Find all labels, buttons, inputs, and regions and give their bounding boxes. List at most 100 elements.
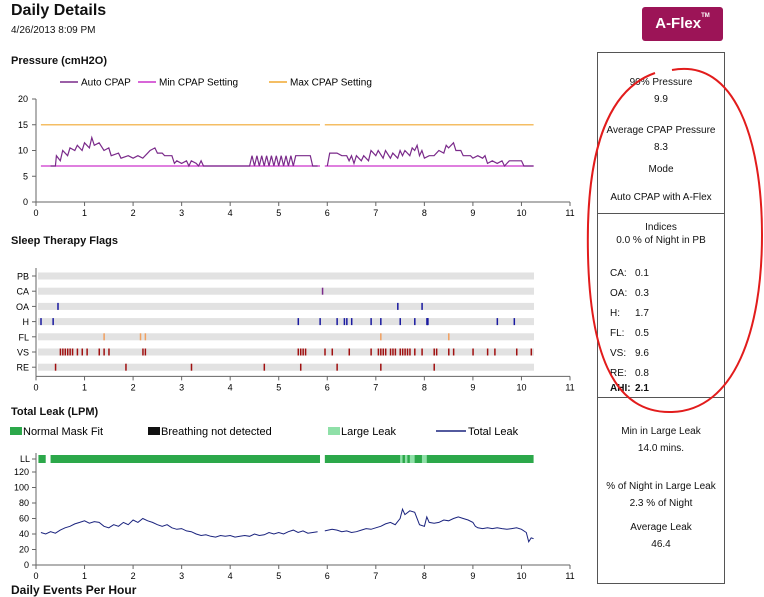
flag-category-label: OA	[16, 302, 29, 312]
flag-row-band	[38, 363, 534, 371]
flag-event-mark	[343, 318, 346, 326]
index-row: FL: 0.5	[610, 328, 649, 339]
y-tick-label: 20	[19, 545, 29, 555]
flag-event-mark	[331, 348, 334, 356]
flag-event-mark	[513, 318, 516, 326]
flag-event-mark	[319, 318, 321, 326]
leak-legend: Normal Mask Fit Breathing not detected L…	[10, 426, 519, 438]
normal-mask-fit-bar	[324, 455, 534, 463]
flag-event-mark	[530, 348, 533, 356]
flag-event-mark	[346, 318, 348, 326]
index-label: FL:	[610, 328, 625, 339]
flag-event-mark	[59, 348, 62, 356]
large-leak-bar	[404, 455, 408, 463]
x-tick-label: 2	[131, 571, 136, 581]
flag-event-mark	[190, 363, 193, 371]
x-tick-label: 4	[228, 382, 233, 392]
x-tick-label: 1	[82, 208, 87, 218]
summary-panel: 90% Pressure 9.9 Average CPAP Pressure 8…	[597, 52, 725, 584]
flag-event-mark	[380, 333, 382, 341]
flag-event-mark	[71, 348, 74, 356]
y-tick-label: 10	[18, 146, 28, 156]
flag-event-mark	[62, 348, 64, 356]
index-label: VS:	[610, 348, 627, 359]
x-tick-label: 10	[516, 208, 526, 218]
normal-mask-fit-bar	[50, 455, 320, 463]
flag-event-mark	[64, 348, 67, 356]
flag-event-mark	[409, 348, 411, 356]
index-value: 9.6	[635, 348, 649, 359]
pressure-legend: Auto CPAP Min CPAP Setting Max CPAP Sett…	[60, 78, 372, 88]
index-value: 0.3	[635, 288, 649, 299]
flag-event-mark	[108, 348, 110, 356]
flag-event-mark	[427, 318, 429, 326]
index-label: RE:	[610, 368, 627, 379]
flag-event-mark	[414, 318, 416, 326]
normal-mask-fit-bar	[38, 455, 46, 463]
flag-category-label: CA	[16, 287, 29, 297]
flag-event-mark	[350, 318, 353, 326]
large-leak-bar	[400, 455, 403, 463]
flag-event-mark	[321, 287, 324, 295]
avg-pressure-value: 8.3	[654, 142, 668, 153]
x-tick-label: 5	[276, 571, 281, 581]
x-tick-label: 3	[179, 571, 184, 581]
flag-event-mark	[103, 333, 105, 341]
ll-label: LL	[20, 454, 30, 464]
x-tick-label: 2	[131, 382, 136, 392]
index-label: OA:	[610, 288, 628, 299]
legend-breathing-label: Breathing not detected	[161, 426, 272, 438]
flag-event-mark	[142, 348, 144, 356]
legend-normal-swatch	[10, 427, 22, 435]
flags-section-title: Sleep Therapy Flags	[11, 235, 118, 247]
index-row: VS: 9.6	[610, 348, 649, 359]
y-tick-label: 60	[19, 514, 29, 524]
flag-event-mark	[380, 363, 382, 371]
flag-event-mark	[370, 318, 372, 326]
leak-section-title: Total Leak (LPM)	[11, 406, 99, 418]
x-tick-label: 2	[131, 208, 136, 218]
avg-leak-label: Average Leak	[630, 522, 692, 533]
flag-event-mark	[299, 363, 302, 371]
flag-event-mark	[69, 348, 71, 356]
x-tick-label: 0	[33, 208, 38, 218]
y-tick-label: 100	[14, 483, 29, 493]
legend-normal-label: Normal Mask Fit	[23, 426, 103, 438]
x-tick-label: 0	[33, 382, 38, 392]
flag-event-mark	[302, 348, 304, 356]
flag-event-mark	[494, 348, 496, 356]
index-value: 0.5	[635, 328, 649, 339]
p90-label: 90% Pressure	[629, 77, 693, 88]
flag-event-mark	[377, 348, 380, 356]
ahi-value: 2.1	[635, 383, 649, 394]
flag-event-mark	[380, 348, 382, 356]
flag-event-mark	[404, 348, 406, 356]
flag-event-mark	[98, 348, 101, 356]
x-tick-label: 6	[325, 208, 330, 218]
flag-event-mark	[40, 318, 42, 326]
flag-event-mark	[86, 348, 88, 356]
indices-label: Indices	[645, 222, 677, 233]
x-tick-label: 6	[325, 571, 330, 581]
legend-total-label: Total Leak	[468, 426, 519, 438]
flag-category-label: RE	[16, 363, 29, 373]
pct-large-leak-value: 2.3 % of Night	[629, 498, 693, 509]
flag-event-mark	[399, 318, 401, 326]
avg-pressure-label: Average CPAP Pressure	[606, 125, 716, 136]
flag-category-label: H	[23, 317, 30, 327]
index-row: H: 1.7	[610, 308, 649, 319]
x-tick-label: 8	[422, 571, 427, 581]
page-title: Daily Details	[11, 2, 107, 19]
flag-event-mark	[336, 363, 338, 371]
flag-event-mark	[496, 318, 499, 326]
flag-event-mark	[336, 318, 338, 326]
flag-event-mark	[139, 333, 142, 341]
ahi-label: AHI:	[610, 383, 631, 394]
flag-event-mark	[452, 348, 455, 356]
flag-event-mark	[263, 363, 266, 371]
large-leak-label: Min in Large Leak	[621, 426, 701, 437]
flag-event-mark	[125, 363, 127, 371]
flag-event-mark	[389, 348, 392, 356]
legend-breathing-swatch	[148, 427, 160, 435]
x-tick-label: 11	[565, 571, 574, 581]
